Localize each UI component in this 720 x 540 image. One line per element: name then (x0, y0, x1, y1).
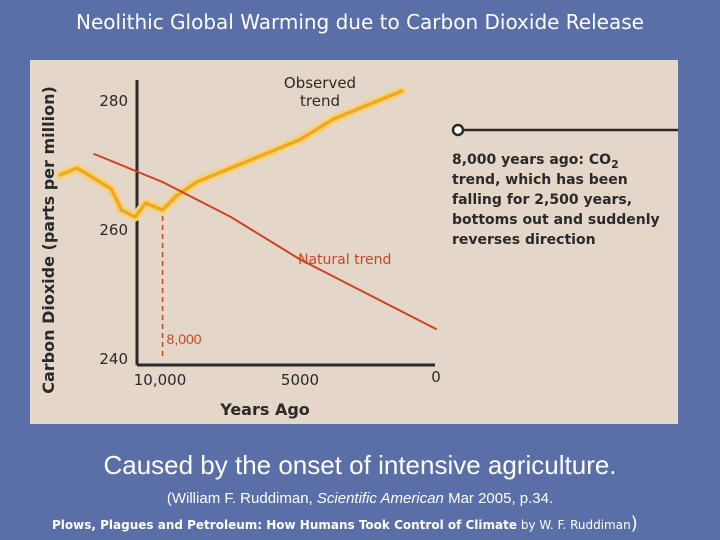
y-tick-label: 280 (99, 92, 128, 110)
y-tick-label: 240 (99, 350, 128, 368)
y-axis-label: Carbon Dioxide (parts per million) (39, 86, 58, 394)
marker-8000-label: 8,000 (167, 331, 202, 347)
callout-line: trend, which has been (452, 172, 628, 188)
callout-line: reverses direction (452, 232, 596, 248)
x-tick-label: 5000 (281, 371, 319, 389)
natural-trend-label: Natural trend (298, 252, 391, 268)
x-tick-label: 10,000 (134, 371, 187, 389)
observed-trend-line (58, 89, 404, 219)
observed-trend-label-line2: trend (300, 92, 340, 110)
book-citation: Plows, Plagues and Petroleum: How Humans… (52, 513, 712, 534)
callout-line: bottoms out and suddenly (452, 212, 660, 228)
callout-marker-circle (451, 123, 465, 137)
citation-journal: Scientific American (316, 490, 444, 507)
citation-rest: Mar 2005, p.34. (443, 490, 554, 507)
book-author: by W. F. Ruddiman (517, 518, 631, 532)
x-axis-label: Years Ago (219, 400, 310, 419)
citation-author: William F. Ruddiman, (171, 490, 317, 507)
x-tick-label: 0 (431, 368, 441, 386)
callout-text: 8,000 years ago: CO2 trend, which has be… (452, 152, 660, 248)
chart-figure: 8,000 Carbon Dioxide (parts per million)… (30, 60, 678, 424)
observed-trend-label-line1: Observed (284, 74, 356, 92)
co2-chart: 8,000 Carbon Dioxide (parts per million)… (39, 74, 678, 419)
slide-title: Neolithic Global Warming due to Carbon D… (76, 10, 644, 34)
citation-open-paren: ( (166, 490, 172, 507)
slide-caption: Caused by the onset of intensive agricul… (103, 450, 617, 480)
natural-trend-line (93, 153, 437, 330)
y-tick-label: 260 (99, 221, 128, 239)
series-layer (55, 86, 437, 330)
book-title: Plows, Plagues and Petroleum: How Humans… (52, 518, 518, 532)
callout-line: 8,000 years ago: CO2 (452, 152, 619, 171)
callout-line: falling for 2,500 years, (452, 192, 632, 208)
citation: (William F. Ruddiman, Scientific America… (0, 490, 720, 507)
book-close-paren: ) (630, 513, 638, 534)
